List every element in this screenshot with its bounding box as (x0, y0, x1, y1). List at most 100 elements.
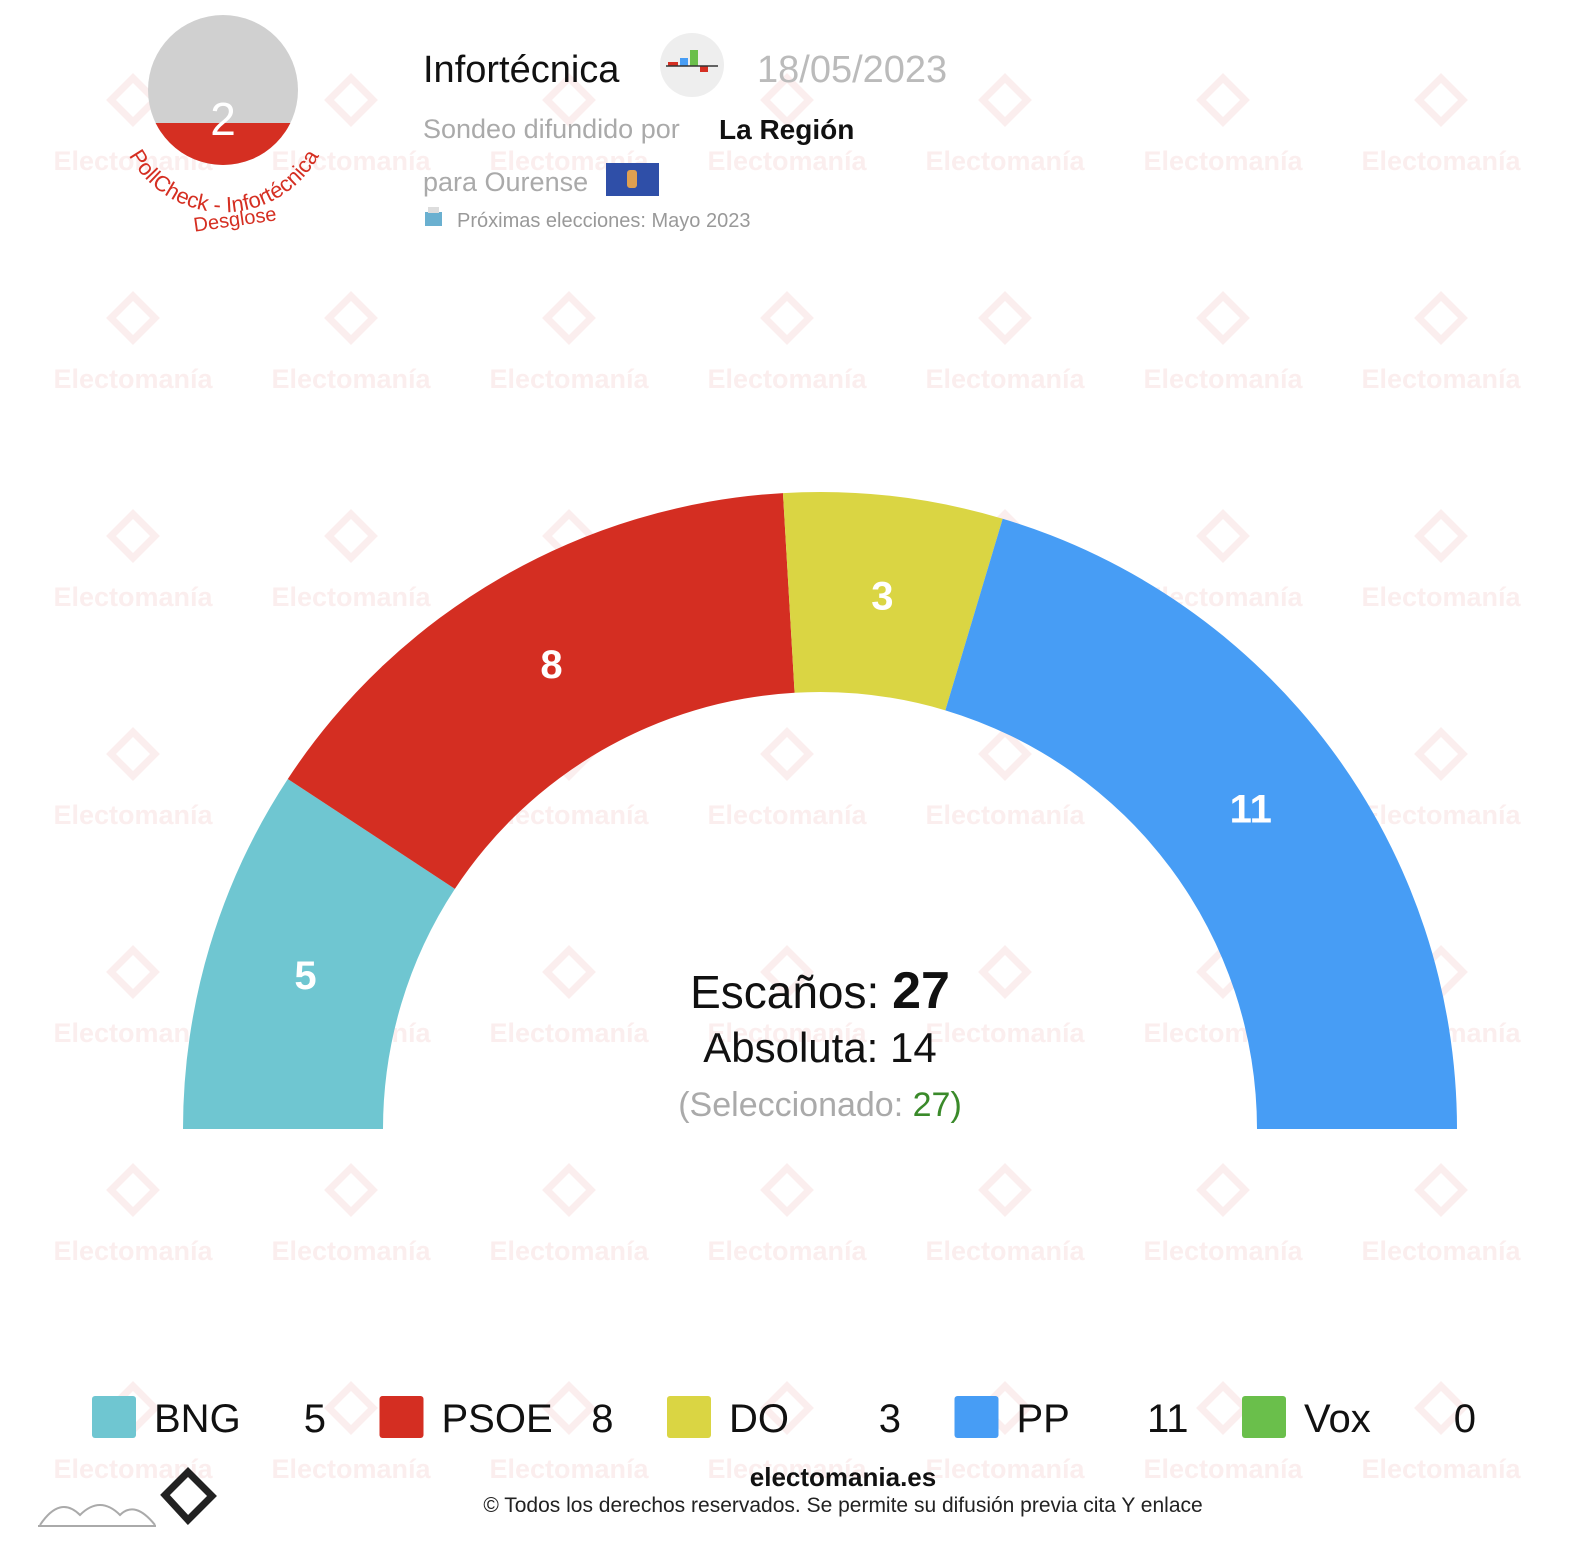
watermark-icon (760, 1163, 814, 1217)
watermark-icon (1414, 509, 1468, 563)
watermark-text: Electomanía (271, 582, 431, 612)
watermark-icon (324, 1163, 378, 1217)
selected-line: (Seleccionado: 27) (678, 1086, 962, 1124)
watermark-icon (1414, 73, 1468, 127)
legend-name: Vox (1304, 1397, 1371, 1441)
watermark-text: Electomanía (1143, 146, 1303, 176)
watermark-text: Electomanía (925, 1018, 1085, 1048)
watermark-text: Electomanía (707, 364, 867, 394)
watermark-text: Electomanía (707, 800, 867, 830)
footer-logo (38, 1467, 217, 1527)
published-by: Sondeo difundido por (423, 114, 680, 144)
watermark-text: Electomanía (925, 146, 1085, 176)
selected-label: (Seleccionado: (678, 1086, 903, 1124)
legend-value: 11 (1147, 1397, 1189, 1441)
seats-line: Escaños: 27 (690, 962, 950, 1020)
legend-name: PP (1017, 1397, 1070, 1441)
date: 18/05/2023 (757, 49, 947, 91)
legend-value: 5 (304, 1397, 326, 1441)
watermark-text: Electomanía (1361, 1236, 1521, 1266)
watermark-text: Electomanía (271, 1236, 431, 1266)
seat-segment (183, 778, 455, 1129)
watermark-icon (542, 1163, 596, 1217)
seat-segment (945, 518, 1457, 1129)
majority-line: Absoluta: 14 (703, 1024, 937, 1071)
seat-segment (782, 492, 1003, 711)
footer-site[interactable]: electomania.es (750, 1462, 936, 1492)
watermark-icon (324, 291, 378, 345)
watermark-text: Electomanía (53, 1018, 213, 1048)
watermark-text: Electomanía (489, 364, 649, 394)
watermark-icon (324, 73, 378, 127)
selected-close: ) (950, 1086, 961, 1124)
segment-label: 5 (294, 954, 316, 998)
seat-segment (287, 493, 795, 889)
pollster-icon (660, 33, 724, 97)
selected-value: 27 (913, 1086, 951, 1124)
watermark-text: Electomanía (707, 1018, 867, 1048)
watermark-icon (1196, 73, 1250, 127)
watermark-text: Electomanía (53, 800, 213, 830)
watermark-icon (542, 73, 596, 127)
watermark-text: Electomanía (1361, 582, 1521, 612)
legend-icon (1242, 1396, 1286, 1438)
watermark-icon (1414, 727, 1468, 781)
watermark-text: Electomanía (707, 1454, 867, 1484)
watermark-icon (760, 73, 814, 127)
watermark-icon (1196, 1163, 1250, 1217)
legend: BNG 5 PSOE 8 DO 3 PP 11 Vox 0 (92, 1396, 1476, 1441)
watermark-icon (978, 727, 1032, 781)
segment-label: 11 (1230, 787, 1272, 831)
majority-label: Absoluta: (703, 1024, 878, 1071)
legend-icon (954, 1396, 999, 1438)
watermark-text: Electomanía (1143, 364, 1303, 394)
watermark-icon (978, 945, 1032, 999)
watermark-text: Electomanía (53, 1236, 213, 1266)
ballot-icon (425, 207, 442, 226)
watermark-text: Electomanía (707, 1236, 867, 1266)
watermark-text: Electomanía (925, 1454, 1085, 1484)
legend-icon (667, 1396, 711, 1438)
pollster: Infortécnica (423, 49, 620, 91)
watermark-text: Electomanía (489, 1236, 649, 1266)
watermark-text: Electomanía (707, 146, 867, 176)
watermark-text: Electomanía (271, 364, 431, 394)
legend-value: 3 (879, 1397, 901, 1441)
watermark-icon (978, 73, 1032, 127)
watermark-text: Electomanía (1361, 364, 1521, 394)
watermark-text: Electomanía (1361, 146, 1521, 176)
watermark-text: Electomanía (1361, 800, 1521, 830)
watermark-text: Electomanía (271, 1454, 431, 1484)
watermark-icon (760, 1381, 814, 1435)
watermark-icon (324, 509, 378, 563)
watermark-icon (760, 291, 814, 345)
watermark-icon (1196, 291, 1250, 345)
watermark-icon (760, 727, 814, 781)
watermark-text: Electomanía (1143, 1454, 1303, 1484)
badge[interactable]: 2 PollCheck - Infortécnica Desglose (124, 15, 324, 237)
badge-number: 2 (210, 93, 236, 145)
watermark-icon (106, 1163, 160, 1217)
watermark-text: Electomanía (53, 582, 213, 612)
watermark-text: Electomanía (1361, 1454, 1521, 1484)
flag (606, 163, 659, 196)
media: La Región (719, 114, 854, 145)
hemicycle: 5 8 3 11 (183, 492, 1457, 1129)
watermark-icon (106, 291, 160, 345)
footer-copyright: © Todos los derechos reservados. Se perm… (483, 1494, 1202, 1517)
watermark-text: Electomanía (925, 364, 1085, 394)
watermark-text: Electomanía (53, 364, 213, 394)
watermark-icon (542, 1381, 596, 1435)
watermark-icon (1414, 1381, 1468, 1435)
majority-value: 14 (890, 1024, 937, 1071)
watermark-text: Electomanía (1143, 1236, 1303, 1266)
segment-label: 3 (871, 575, 893, 619)
next-election: Próximas elecciones: Mayo 2023 (457, 210, 750, 232)
watermark-icon (106, 945, 160, 999)
legend-value: 0 (1454, 1397, 1476, 1441)
watermark-icon (1196, 509, 1250, 563)
legend-name: BNG (154, 1397, 241, 1441)
watermark-icon (542, 291, 596, 345)
legend-value: 8 (591, 1397, 613, 1441)
